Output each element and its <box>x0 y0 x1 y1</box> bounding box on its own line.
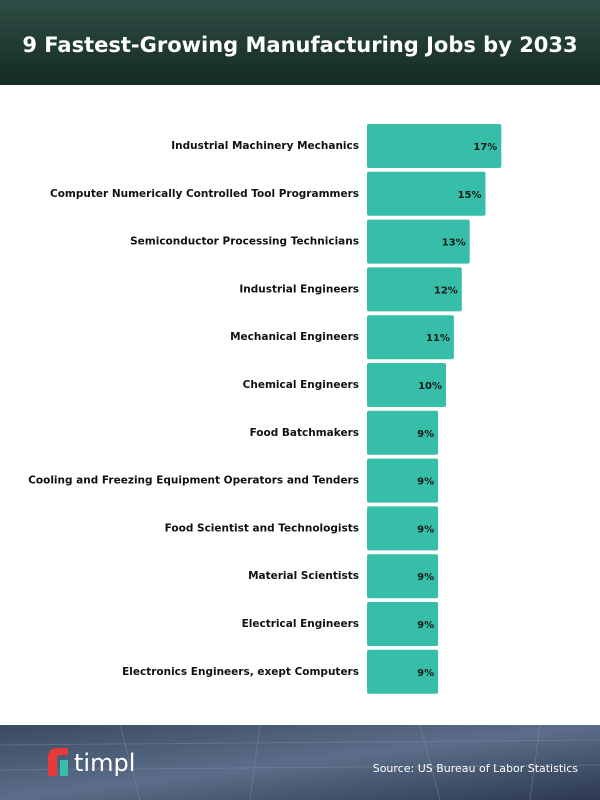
category-label: Electrical Engineers <box>242 618 359 630</box>
bar <box>367 219 470 264</box>
bar <box>367 602 439 646</box>
value-label: 9% <box>417 524 434 535</box>
bar <box>367 410 439 455</box>
value-label: 9% <box>417 620 434 631</box>
logo-icon <box>48 748 68 776</box>
category-label: Cooling and Freezing Equipment Operators… <box>28 475 359 487</box>
bar <box>367 554 439 599</box>
category-label: Electronics Engineers, exept Computers <box>122 666 359 678</box>
value-label: 9% <box>417 477 434 488</box>
bar <box>367 267 462 312</box>
bar <box>367 649 439 694</box>
source: Source: US Bureau of Labor Statistics <box>373 762 579 775</box>
value-label: 10% <box>418 381 442 392</box>
category-label: Industrial Engineers <box>239 283 359 295</box>
bar <box>367 315 454 360</box>
footer-decor <box>0 724 600 800</box>
footer <box>0 725 600 800</box>
bar <box>367 363 446 407</box>
logo-text: timpl <box>74 749 135 777</box>
value-label: 11% <box>426 333 450 344</box>
value-label: 9% <box>417 429 434 440</box>
value-label: 13% <box>442 238 466 249</box>
category-label: Semiconductor Processing Technicians <box>130 236 359 248</box>
bar <box>367 171 486 216</box>
category-label: Food Scientist and Technologists <box>165 522 359 534</box>
bar <box>367 458 439 503</box>
value-label: 15% <box>458 190 482 201</box>
category-label: Industrial Machinery Mechanics <box>171 140 359 152</box>
value-label: 17% <box>473 142 497 153</box>
category-label: Chemical Engineers <box>243 379 359 391</box>
category-label: Material Scientists <box>248 570 359 582</box>
value-label: 9% <box>417 572 434 583</box>
bar <box>367 506 439 551</box>
chart-title: 9 Fastest-Growing Manufacturing Jobs by … <box>22 33 577 57</box>
value-label: 12% <box>434 285 458 296</box>
bar <box>367 124 502 168</box>
category-label: Computer Numerically Controlled Tool Pro… <box>50 188 359 200</box>
value-label: 9% <box>417 668 434 679</box>
category-label: Mechanical Engineers <box>230 331 359 343</box>
category-label: Food Batchmakers <box>250 427 359 439</box>
header <box>0 0 600 85</box>
